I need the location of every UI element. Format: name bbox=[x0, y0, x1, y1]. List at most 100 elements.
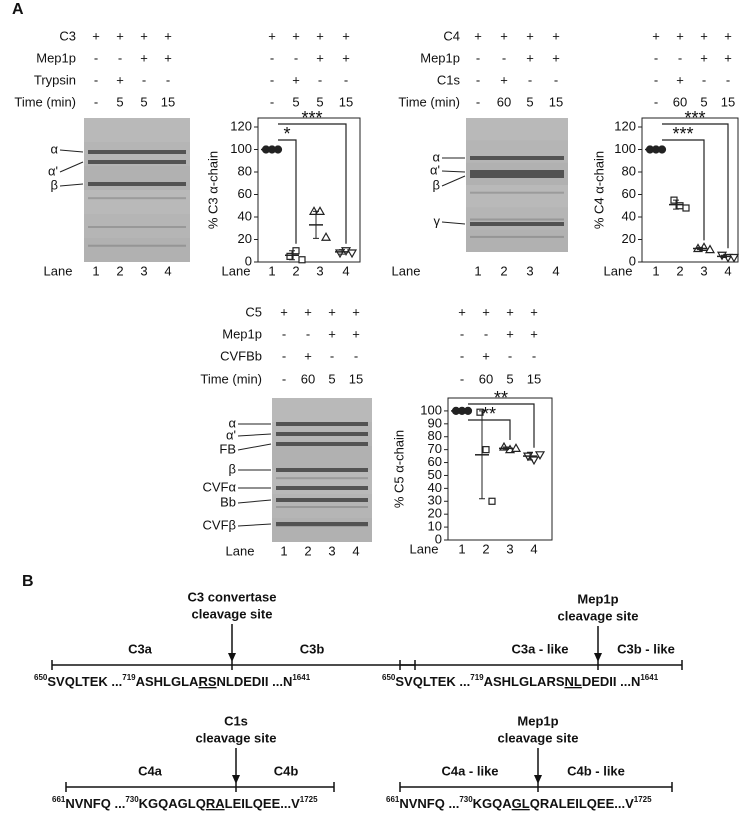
band-label: α bbox=[432, 149, 440, 164]
condition-mark: - bbox=[502, 50, 506, 65]
gel-band bbox=[276, 432, 368, 436]
fragment-label: C3a - like bbox=[511, 641, 568, 656]
condition-mark: - bbox=[270, 72, 274, 87]
cleavage-residues: GL bbox=[512, 796, 530, 811]
band-label: α bbox=[50, 141, 58, 156]
gel-band bbox=[470, 218, 564, 221]
gel-band bbox=[88, 226, 186, 228]
gel-band bbox=[470, 191, 564, 194]
lane-number: 1 bbox=[280, 543, 287, 558]
condition-mark: + bbox=[700, 50, 708, 65]
fragment-label: C4b - like bbox=[567, 763, 625, 778]
significance-bracket bbox=[278, 139, 297, 244]
point bbox=[334, 249, 346, 259]
error-bar bbox=[339, 249, 345, 255]
x-tick-label: 3 bbox=[506, 541, 513, 556]
lane-number: 1 bbox=[92, 263, 99, 278]
condition-mark: + bbox=[352, 326, 360, 341]
band-label: α' bbox=[48, 163, 58, 178]
band-pointer bbox=[441, 175, 466, 187]
fragment-label: C3b bbox=[300, 641, 325, 656]
site-title: Mep1p bbox=[517, 713, 558, 728]
lane-title: Lane bbox=[44, 263, 73, 278]
gel-band bbox=[470, 235, 564, 238]
sequence-part: ASHLGLARS bbox=[484, 674, 565, 689]
condition-label: C1s bbox=[437, 72, 461, 87]
gel-band bbox=[88, 160, 186, 164]
site-title: cleavage site bbox=[196, 730, 277, 745]
point bbox=[482, 446, 490, 454]
significance-bracket bbox=[662, 139, 705, 241]
condition-mark: + bbox=[724, 50, 732, 65]
gel-shade bbox=[84, 166, 190, 190]
point bbox=[657, 145, 667, 154]
condition-mark: - bbox=[678, 50, 682, 65]
lane-title: Lane bbox=[392, 263, 421, 278]
condition-mark: + bbox=[700, 28, 708, 43]
condition-mark: - bbox=[270, 50, 274, 65]
point bbox=[273, 145, 283, 154]
condition-label: Mep1p bbox=[36, 50, 76, 65]
condition-mark: + bbox=[268, 28, 276, 43]
band-label: α' bbox=[430, 162, 440, 177]
fragment-label: C4a - like bbox=[441, 763, 498, 778]
condition-mark: + bbox=[526, 50, 534, 65]
plot-frame bbox=[641, 117, 739, 263]
condition-mark: 60 bbox=[301, 371, 315, 386]
condition-mark: 5 bbox=[526, 94, 533, 109]
point bbox=[534, 451, 546, 461]
band-label: CVFα bbox=[202, 479, 236, 494]
gel-band bbox=[276, 422, 368, 426]
condition-mark: - bbox=[460, 326, 464, 341]
condition-mark: 5 bbox=[506, 371, 513, 386]
condition-mark: + bbox=[652, 28, 660, 43]
y-tick-label: 20 bbox=[428, 506, 442, 521]
condition-mark: - bbox=[166, 72, 170, 87]
condition-mark: 15 bbox=[349, 371, 363, 386]
condition-mark: - bbox=[318, 72, 322, 87]
sequence-part: KGQAGLQ bbox=[139, 796, 206, 811]
band-label: α bbox=[228, 415, 236, 430]
sequence-part: KGQA bbox=[473, 796, 513, 811]
condition-mark: + bbox=[292, 72, 300, 87]
condition-label: Trypsin bbox=[34, 72, 76, 87]
condition-mark: + bbox=[724, 28, 732, 43]
y-tick-label: 60 bbox=[238, 186, 252, 201]
sequence: 650SVQLTEK ...719ASHLGLARSNLDEDII ...N16… bbox=[382, 673, 659, 689]
band-pointer bbox=[237, 523, 272, 527]
residue-number: 730 bbox=[459, 795, 473, 804]
condition-mark: - bbox=[532, 348, 536, 363]
error-bar bbox=[313, 210, 319, 239]
x-axis-label: Lane bbox=[604, 263, 633, 278]
gel-shade bbox=[466, 229, 568, 252]
sequence-part: NLDEDII ... bbox=[217, 674, 283, 689]
lane-number: 1 bbox=[474, 263, 481, 278]
condition-mark: 60 bbox=[479, 371, 493, 386]
condition-mark: 5 bbox=[700, 94, 707, 109]
significance-label: ** bbox=[482, 404, 496, 424]
residue-number: 1725 bbox=[634, 795, 652, 804]
y-tick-label: 80 bbox=[238, 163, 252, 178]
arrow-head bbox=[228, 653, 236, 662]
significance-bracket bbox=[278, 123, 347, 244]
significance-bracket bbox=[662, 123, 729, 249]
significance-label: *** bbox=[672, 124, 693, 144]
residue-number: 1641 bbox=[292, 673, 310, 682]
condition-mark: - bbox=[270, 94, 274, 109]
x-tick-label: 3 bbox=[316, 263, 323, 278]
lane-number: 3 bbox=[526, 263, 533, 278]
error-bar bbox=[503, 446, 509, 451]
band-label: FB bbox=[219, 441, 236, 456]
condition-mark: - bbox=[282, 371, 286, 386]
gel-band bbox=[276, 468, 368, 472]
condition-mark: - bbox=[344, 72, 348, 87]
fragment-label: C4a bbox=[138, 763, 163, 778]
condition-label: C3 bbox=[59, 28, 76, 43]
condition-mark: + bbox=[676, 72, 684, 87]
fragment-label: C4b bbox=[274, 763, 299, 778]
y-tick-label: 60 bbox=[622, 186, 636, 201]
condition-mark: + bbox=[530, 326, 538, 341]
condition-mark: - bbox=[726, 72, 730, 87]
sequence-part: NVNFQ ... bbox=[65, 796, 125, 811]
